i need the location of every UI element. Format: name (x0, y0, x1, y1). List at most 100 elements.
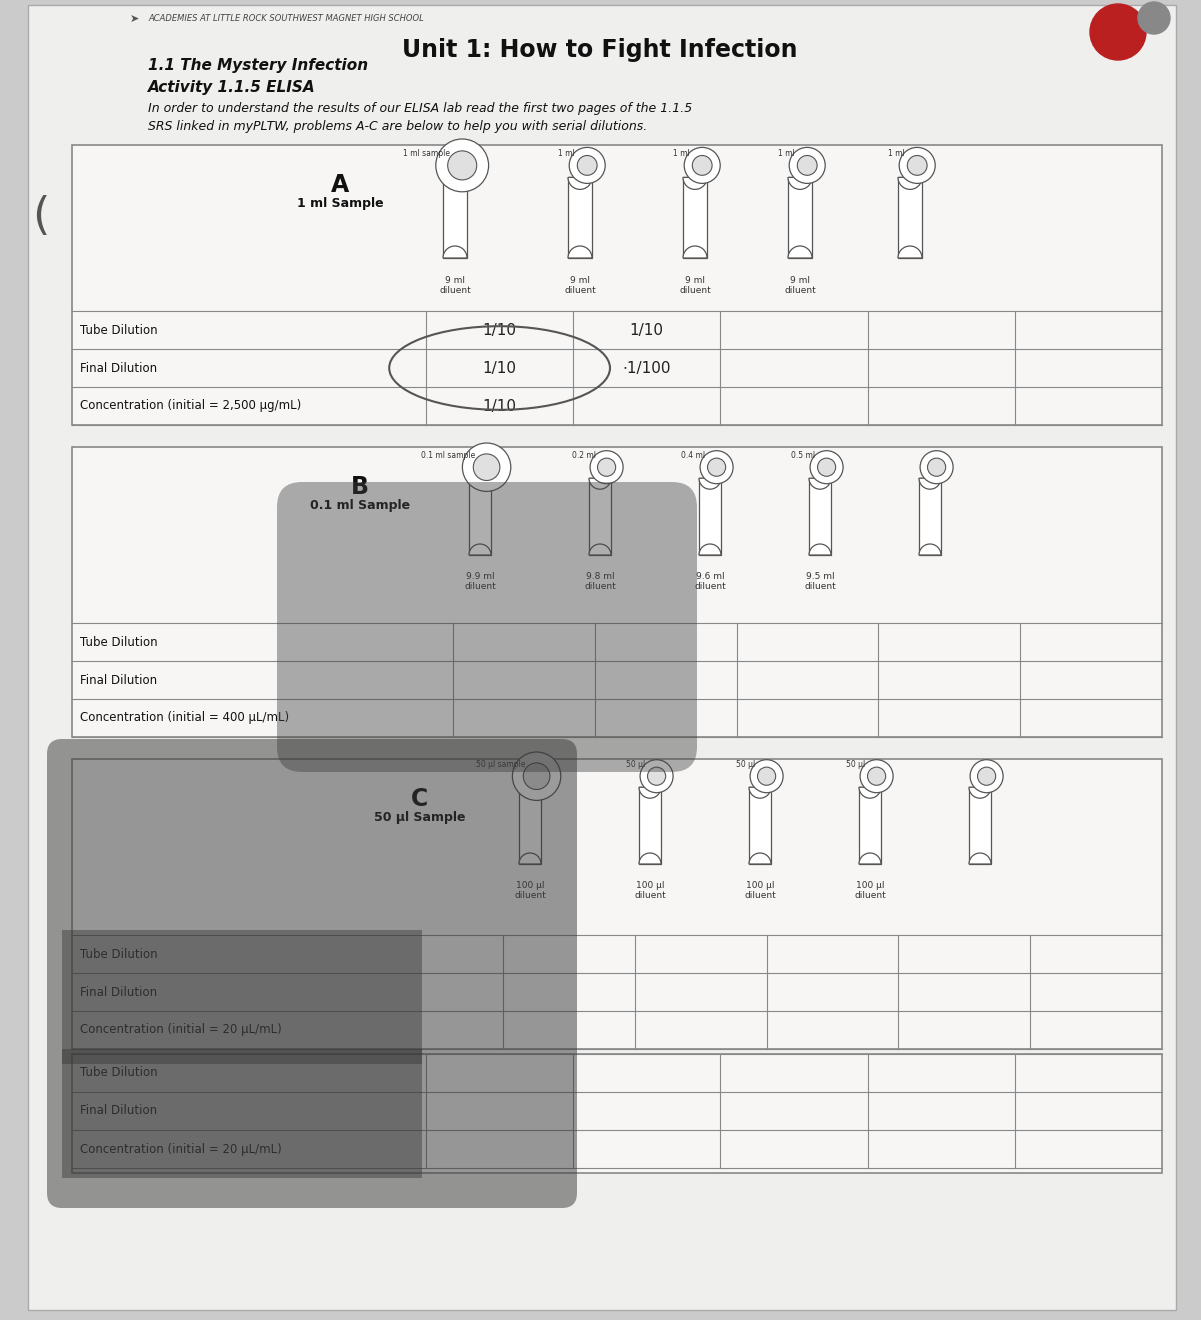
Wedge shape (859, 787, 882, 799)
Wedge shape (519, 853, 540, 865)
Text: (: ( (32, 195, 49, 238)
FancyBboxPatch shape (28, 5, 1176, 1309)
Text: SRS linked in myPLTW, problems A-C are below to help you with serial dilutions.: SRS linked in myPLTW, problems A-C are b… (148, 120, 647, 133)
Text: 50 μl: 50 μl (736, 760, 755, 770)
Wedge shape (788, 246, 812, 257)
Wedge shape (859, 853, 882, 865)
Circle shape (867, 767, 885, 785)
Wedge shape (639, 853, 661, 865)
FancyBboxPatch shape (72, 759, 1163, 1049)
Text: 9 ml
diluent: 9 ml diluent (564, 276, 596, 296)
Text: B: B (351, 475, 369, 499)
Text: Concentration (initial = 400 μL/mL): Concentration (initial = 400 μL/mL) (80, 711, 289, 725)
FancyBboxPatch shape (568, 177, 592, 257)
Text: 1/10: 1/10 (483, 399, 516, 413)
Wedge shape (898, 177, 922, 189)
Circle shape (900, 148, 936, 183)
Circle shape (513, 752, 561, 800)
Text: ➤: ➤ (130, 15, 139, 24)
Circle shape (920, 450, 954, 483)
FancyBboxPatch shape (47, 739, 576, 1208)
Circle shape (907, 156, 927, 176)
Text: 1/10: 1/10 (483, 360, 516, 375)
Circle shape (569, 148, 605, 183)
Circle shape (524, 763, 550, 789)
Text: Activity 1.1.5 ELISA: Activity 1.1.5 ELISA (148, 81, 316, 95)
Text: 9 ml
diluent: 9 ml diluent (679, 276, 711, 296)
Circle shape (598, 458, 616, 477)
Text: Concentration (initial = 2,500 μg/mL): Concentration (initial = 2,500 μg/mL) (80, 400, 301, 412)
Text: 1 ml sample: 1 ml sample (404, 149, 450, 158)
Text: Final Dilution: Final Dilution (80, 673, 157, 686)
Text: 9 ml
diluent: 9 ml diluent (440, 276, 471, 296)
Circle shape (647, 767, 665, 785)
Circle shape (640, 760, 673, 793)
Circle shape (473, 454, 500, 480)
Circle shape (818, 458, 836, 477)
Circle shape (927, 458, 945, 477)
Wedge shape (699, 544, 721, 554)
Wedge shape (898, 246, 922, 257)
Wedge shape (809, 544, 831, 554)
FancyBboxPatch shape (788, 177, 812, 257)
Text: 50 μl Sample: 50 μl Sample (375, 810, 466, 824)
Text: 1/10: 1/10 (483, 322, 516, 338)
Text: A: A (330, 173, 349, 197)
FancyBboxPatch shape (72, 145, 1163, 425)
Wedge shape (568, 246, 592, 257)
Circle shape (758, 767, 776, 785)
FancyBboxPatch shape (588, 478, 611, 554)
Text: 50 μl sample: 50 μl sample (476, 760, 526, 770)
FancyBboxPatch shape (72, 1053, 1163, 1173)
Text: 1 ml: 1 ml (889, 149, 906, 158)
Text: Tube Dilution: Tube Dilution (80, 948, 157, 961)
Text: ⋅1/100: ⋅1/100 (622, 360, 671, 375)
Text: 1 ml Sample: 1 ml Sample (297, 197, 383, 210)
Wedge shape (588, 544, 611, 554)
FancyBboxPatch shape (72, 447, 1163, 737)
Text: 100 μl
diluent: 100 μl diluent (745, 880, 776, 900)
Text: Concentration (initial = 20 μL/mL): Concentration (initial = 20 μL/mL) (80, 1023, 282, 1036)
Text: ACADEMIES AT LITTLE ROCK SOUTHWEST MAGNET HIGH SCHOOL: ACADEMIES AT LITTLE ROCK SOUTHWEST MAGNE… (148, 15, 424, 22)
Wedge shape (919, 478, 942, 490)
Circle shape (692, 156, 712, 176)
Circle shape (1091, 4, 1146, 59)
Wedge shape (683, 177, 707, 189)
Circle shape (1139, 3, 1170, 34)
Wedge shape (519, 787, 540, 799)
Text: 1.1 The Mystery Infection: 1.1 The Mystery Infection (148, 58, 369, 73)
Text: Unit 1: How to Fight Infection: Unit 1: How to Fight Infection (402, 38, 797, 62)
FancyBboxPatch shape (683, 177, 707, 257)
Text: 0.5 ml: 0.5 ml (791, 451, 815, 459)
FancyBboxPatch shape (470, 478, 491, 554)
Text: 1 ml: 1 ml (558, 149, 575, 158)
Wedge shape (809, 478, 831, 490)
FancyBboxPatch shape (809, 478, 831, 554)
FancyBboxPatch shape (699, 478, 721, 554)
Text: 9.8 ml
diluent: 9.8 ml diluent (584, 572, 616, 591)
Wedge shape (470, 544, 491, 554)
Text: 9.6 ml
diluent: 9.6 ml diluent (694, 572, 725, 591)
Text: 0.1 ml Sample: 0.1 ml Sample (310, 499, 410, 512)
FancyBboxPatch shape (898, 177, 922, 257)
Text: 0.2 ml: 0.2 ml (572, 451, 596, 459)
Wedge shape (919, 544, 942, 554)
Circle shape (811, 450, 843, 483)
Text: 1 ml: 1 ml (674, 149, 691, 158)
Wedge shape (568, 177, 592, 189)
Wedge shape (443, 177, 467, 189)
Wedge shape (588, 478, 611, 490)
Text: 1/10: 1/10 (629, 322, 664, 338)
Circle shape (436, 139, 489, 191)
Text: 50 μl: 50 μl (847, 760, 866, 770)
Wedge shape (749, 853, 771, 865)
FancyBboxPatch shape (639, 787, 661, 865)
Circle shape (970, 760, 1003, 793)
Text: Final Dilution: Final Dilution (80, 362, 157, 375)
Circle shape (685, 148, 721, 183)
Circle shape (707, 458, 725, 477)
Wedge shape (749, 787, 771, 799)
Circle shape (978, 767, 996, 785)
Text: 100 μl
diluent: 100 μl diluent (634, 880, 665, 900)
Text: 0.4 ml: 0.4 ml (681, 451, 706, 459)
